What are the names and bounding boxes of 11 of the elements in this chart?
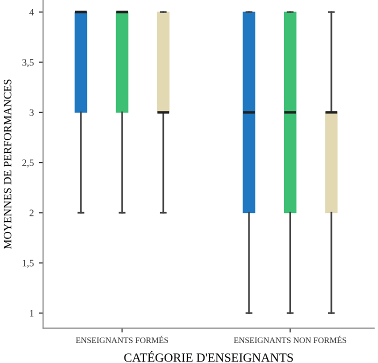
y-tick-label: 3	[30, 109, 34, 116]
x-axis-title: CATÉGORIE D'ENSEIGNANTS	[124, 351, 293, 362]
y-tick-label: 1,5	[22, 260, 34, 268]
y-tick-label: 1	[30, 310, 34, 316]
y-axis-title: MOYENNES DE PERFORMANCES	[4, 80, 12, 249]
y-tick-label: 4	[29, 9, 34, 16]
y-tick-label: 2,5	[22, 160, 34, 168]
x-tick-label: ENSEIGNANTS FORMÉS	[76, 336, 168, 344]
y-tick-label: 2	[30, 210, 34, 216]
x-tick-label: ENSEIGNANTS NON FORMÉS	[234, 336, 346, 344]
y-tick-label: 3,5	[22, 59, 34, 68]
